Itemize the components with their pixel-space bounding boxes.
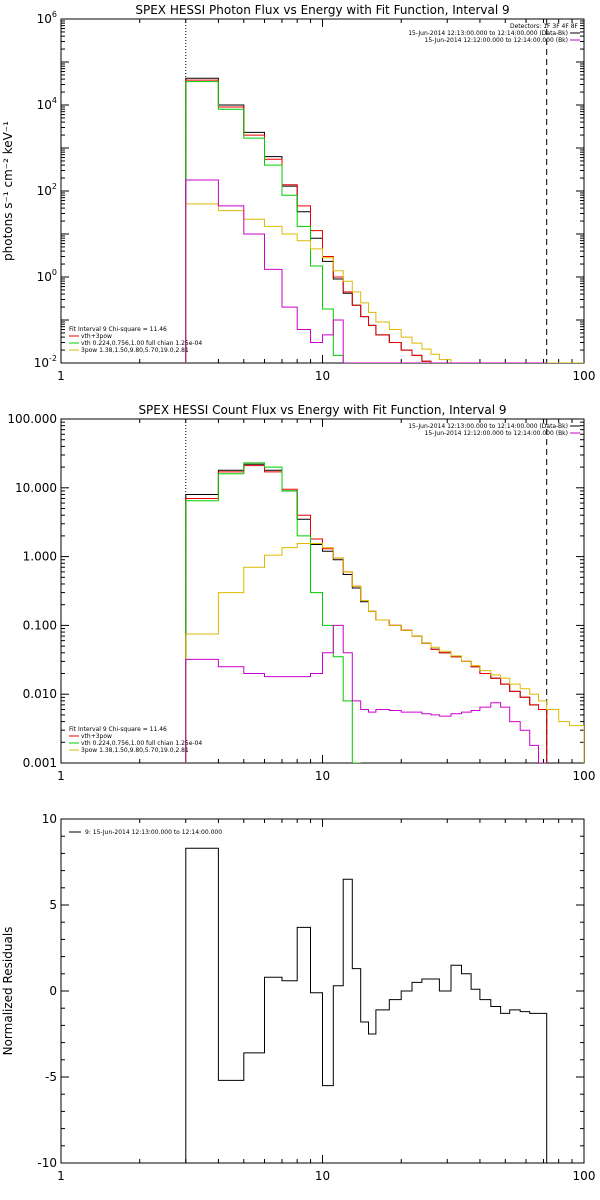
legend-entry: Fit Interval 9 Chi-square = 11.46 — [69, 326, 167, 333]
y-tick-label: 10.000 — [15, 481, 57, 495]
legend-entry: 15-Jun-2014 12:12:00.000 to 12:14:00.000… — [425, 37, 568, 44]
x-tick-label: 100 — [573, 369, 596, 383]
legend-entry: 15-Jun-2014 12:13:00.000 to 12:14:00.000… — [408, 423, 568, 430]
x-tick-label: 10 — [315, 369, 330, 383]
y-tick-label: 10 — [42, 812, 57, 826]
y-tick-label: 102 — [37, 182, 57, 198]
legend-entry: vth 0.224,0.756,1.00 full chian 1.25e-04 — [81, 740, 202, 747]
series-black-line — [185, 847, 548, 1163]
y-tick-label: -5 — [45, 1070, 57, 1084]
y-tick-label: 0.100 — [23, 618, 57, 632]
series-group — [185, 462, 584, 763]
series-black-line — [185, 463, 548, 763]
panel-3: 1 10 100 -10 -5 0 5 10 Normalized Residuals 9: 15… — [1, 812, 595, 1183]
plot-frame — [60, 818, 585, 1164]
series-group — [185, 847, 548, 1163]
series-group — [185, 77, 584, 363]
y-tick-label: 0 — [49, 984, 57, 998]
legend-entry: 3pow 1.38,1.50,9.80,5.70,19.0,2.81 — [81, 347, 189, 354]
series-red-line — [185, 465, 548, 763]
y-tick-label: -10 — [37, 1156, 57, 1170]
series-magenta-line — [185, 624, 547, 763]
x-tick-label: 1 — [57, 769, 65, 783]
y-axis-label: Normalized Residuals — [1, 927, 15, 1056]
y-tick-label: 100.000 — [7, 412, 57, 426]
y-tick-label: 106 — [37, 10, 57, 26]
y-tick-label: 104 — [37, 96, 57, 112]
y-tick-label: 10-2 — [34, 354, 57, 370]
legend-entry: vth+3pow — [81, 333, 112, 340]
panel-1: SPEX HESSI Photon Flux vs Energy with Fi… — [1, 3, 595, 383]
panel-2: SPEX HESSI Count Flux vs Energy with Fit… — [7, 403, 595, 783]
legend-entry: 9: 15-Jun-2014 12:13:00.000 to 12:14:00.… — [85, 829, 222, 836]
y-tick-label: 100 — [37, 268, 57, 284]
series-black-line — [185, 77, 547, 363]
legend-entry: 3pow 1.38,1.50,9.80,5.70,19.0,2.81 — [81, 747, 189, 754]
x-tick-label: 100 — [573, 1169, 596, 1183]
series-green-line — [185, 462, 361, 763]
series-green-line — [185, 81, 361, 363]
y-tick-label: 0.010 — [23, 687, 57, 701]
legend-entry: Fit Interval 9 Chi-square = 11.46 — [69, 726, 167, 733]
plot-frame — [60, 418, 585, 764]
x-tick-label: 1 — [57, 369, 65, 383]
legend-entry: 15-Jun-2014 12:13:00.000 to 12:14:00.000… — [408, 30, 568, 37]
x-tick-label: 10 — [315, 769, 330, 783]
chart-title: SPEX HESSI Photon Flux vs Energy with Fi… — [135, 3, 509, 17]
series-red-line — [185, 79, 584, 363]
y-tick-label: 1.000 — [23, 550, 57, 564]
legend-entry: vth+3pow — [81, 733, 112, 740]
series-yellow-line — [185, 543, 584, 763]
x-tick-label: 10 — [315, 1169, 330, 1183]
x-tick-label: 100 — [573, 769, 596, 783]
legend-entry: vth 0.224,0.756,1.00 full chian 1.25e-04 — [81, 340, 202, 347]
series-magenta-line — [185, 179, 547, 363]
y-axis-label: photons s⁻¹ cm⁻² keV⁻¹ — [1, 121, 15, 261]
chart-title: SPEX HESSI Count Flux vs Energy with Fit… — [138, 403, 506, 417]
x-tick-label: 1 — [57, 1169, 65, 1183]
series-yellow-line — [185, 203, 584, 363]
y-tick-label: 0.001 — [23, 756, 57, 770]
legend-entry: 15-Jun-2014 12:12:00.000 to 12:14:00.000… — [425, 430, 568, 437]
legend-entry: Detectors: 1F 3F 4F 8F — [510, 23, 579, 30]
y-tick-label: 5 — [49, 898, 57, 912]
plot-frame — [60, 18, 585, 364]
